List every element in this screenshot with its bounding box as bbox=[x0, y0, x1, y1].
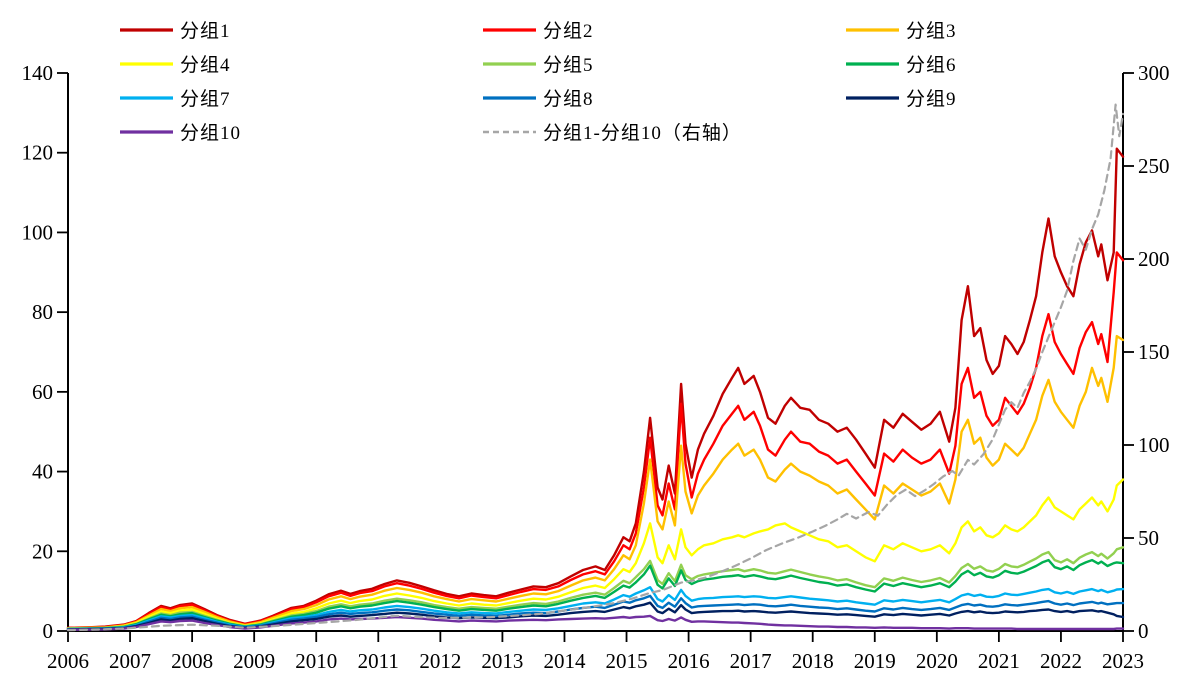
legend-item: 分组2 bbox=[483, 20, 594, 42]
series-line-group4 bbox=[66, 478, 1125, 630]
x-axis-tick-label: 2016 bbox=[668, 649, 710, 673]
legend-item: 分组1 bbox=[120, 20, 231, 42]
left-axis-tick-label: 100 bbox=[22, 220, 54, 244]
right-axis-tick-label: 100 bbox=[1138, 433, 1170, 457]
right-axis-tick-label: 150 bbox=[1138, 340, 1170, 364]
left-axis-tick-label: 120 bbox=[22, 141, 54, 165]
legend-label: 分组8 bbox=[543, 88, 594, 110]
legend-label: 分组3 bbox=[906, 20, 957, 42]
legend-item: 分组8 bbox=[483, 88, 594, 110]
legend-item: 分组9 bbox=[846, 88, 957, 110]
x-axis-tick-label: 2022 bbox=[1040, 649, 1082, 673]
left-axis-tick-label: 20 bbox=[32, 539, 53, 563]
x-axis-tick-label: 2007 bbox=[109, 649, 151, 673]
legend-item: 分组6 bbox=[846, 54, 957, 76]
x-axis-tick-label: 2023 bbox=[1102, 649, 1144, 673]
legend-label: 分组2 bbox=[543, 20, 594, 42]
series-line-group9 bbox=[66, 601, 1125, 631]
x-axis-tick-label: 2017 bbox=[730, 649, 772, 673]
series-line-group8 bbox=[66, 594, 1125, 631]
x-axis-tick-label: 2009 bbox=[233, 649, 275, 673]
right-axis-tick-label: 0 bbox=[1138, 619, 1149, 643]
left-axis-tick-label: 0 bbox=[43, 619, 54, 643]
series-line-group10 bbox=[66, 614, 1125, 631]
left-axis-tick-label: 40 bbox=[32, 460, 53, 484]
x-axis-tick-label: 2006 bbox=[47, 649, 89, 673]
series-line-spread bbox=[66, 103, 1125, 632]
legend-label: 分组1-分组10（右轴） bbox=[543, 122, 742, 144]
x-axis-tick-label: 2010 bbox=[295, 649, 337, 673]
right-axis-tick-label: 250 bbox=[1138, 154, 1170, 178]
legend-label: 分组4 bbox=[180, 54, 231, 76]
legend-item: 分组4 bbox=[120, 54, 231, 76]
series-line-group5 bbox=[66, 546, 1125, 630]
x-axis-tick-label: 2021 bbox=[978, 649, 1020, 673]
legend-label: 分组10 bbox=[180, 122, 241, 144]
legend-label: 分组6 bbox=[906, 54, 957, 76]
left-axis-tick-label: 140 bbox=[22, 61, 54, 85]
x-axis-tick-label: 2018 bbox=[792, 649, 834, 673]
series-line-group2 bbox=[66, 251, 1125, 629]
legend-label: 分组1 bbox=[180, 20, 231, 42]
legend-item: 分组10 bbox=[120, 122, 241, 144]
x-axis-tick-label: 2015 bbox=[606, 649, 648, 673]
legend-item: 分组3 bbox=[846, 20, 957, 42]
x-axis-tick-label: 2012 bbox=[419, 649, 461, 673]
legend-label: 分组5 bbox=[543, 54, 594, 76]
legend-label: 分组7 bbox=[180, 88, 231, 110]
legend-item: 分组5 bbox=[483, 54, 594, 76]
legend: 分组1 分组2 分组3 分组4 分组5 分组6 分组7 分组8 分组9 分组10 分组1-分组10（… bbox=[120, 20, 957, 144]
series-line-group7 bbox=[66, 586, 1125, 631]
x-axis-tick-label: 2019 bbox=[854, 649, 896, 673]
series-line-group6 bbox=[66, 558, 1125, 631]
series-line-group1 bbox=[66, 147, 1125, 629]
right-axis-tick-label: 50 bbox=[1138, 526, 1159, 550]
x-axis-tick-label: 2008 bbox=[171, 649, 213, 673]
left-axis-tick-label: 80 bbox=[32, 300, 53, 324]
right-axis-tick-label: 200 bbox=[1138, 247, 1170, 271]
legend-item: 分组7 bbox=[120, 88, 231, 110]
legend-label: 分组9 bbox=[906, 88, 957, 110]
x-axis-tick-label: 2014 bbox=[543, 649, 586, 673]
series-line-group3 bbox=[66, 334, 1125, 630]
right-axis-tick-label: 300 bbox=[1138, 61, 1170, 85]
legend-item: 分组1-分组10（右轴） bbox=[483, 122, 742, 144]
x-axis-tick-label: 2013 bbox=[481, 649, 523, 673]
x-axis-tick-label: 2011 bbox=[358, 649, 399, 673]
x-axis-tick-label: 2020 bbox=[916, 649, 958, 673]
left-axis-tick-label: 60 bbox=[32, 380, 53, 404]
